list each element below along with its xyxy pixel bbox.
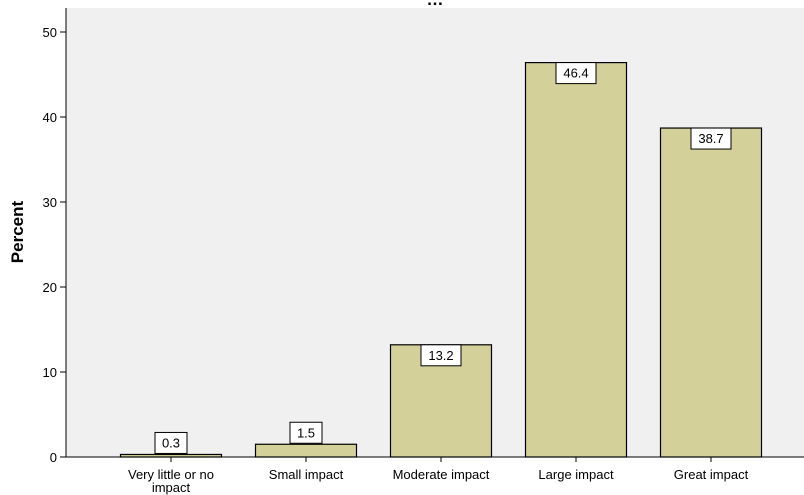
x-tick-label: Small impact [269, 467, 344, 482]
x-tick-label: Large impact [538, 467, 614, 482]
data-label-box [690, 127, 732, 150]
data-label: 13.2 [428, 348, 453, 363]
bar [119, 453, 223, 458]
data-label: 1.5 [297, 425, 315, 440]
category-labels-group: Very little or no impact Small impact Moder… [128, 467, 749, 495]
chart-title: … [427, 0, 444, 9]
x-tick-label: Moderate impact [393, 467, 490, 482]
bar [254, 443, 358, 458]
y-tick-label: 20 [43, 280, 57, 295]
data-label-box [555, 62, 597, 85]
data-label: 0.3 [162, 435, 180, 450]
data-label-box [289, 421, 323, 444]
x-tick-label: Great impact [674, 467, 749, 482]
bar [659, 127, 763, 458]
data-label: 38.7 [698, 131, 723, 146]
y-tick-label: 10 [43, 365, 57, 380]
x-tick-label: Very little or no impact [128, 467, 214, 495]
y-axis-label: Percent [8, 200, 27, 263]
data-label: 46.4 [563, 66, 588, 81]
y-tick-label: 40 [43, 110, 57, 125]
y-tick-label: 0 [50, 450, 57, 465]
bar [524, 61, 628, 458]
data-labels-group: 0.3 1.5 13.2 46.4 38.7 [154, 62, 732, 454]
data-label-box [154, 431, 188, 454]
y-tick-label: 30 [43, 195, 57, 210]
y-tick-label: 50 [43, 25, 57, 40]
data-label-box [420, 344, 462, 367]
